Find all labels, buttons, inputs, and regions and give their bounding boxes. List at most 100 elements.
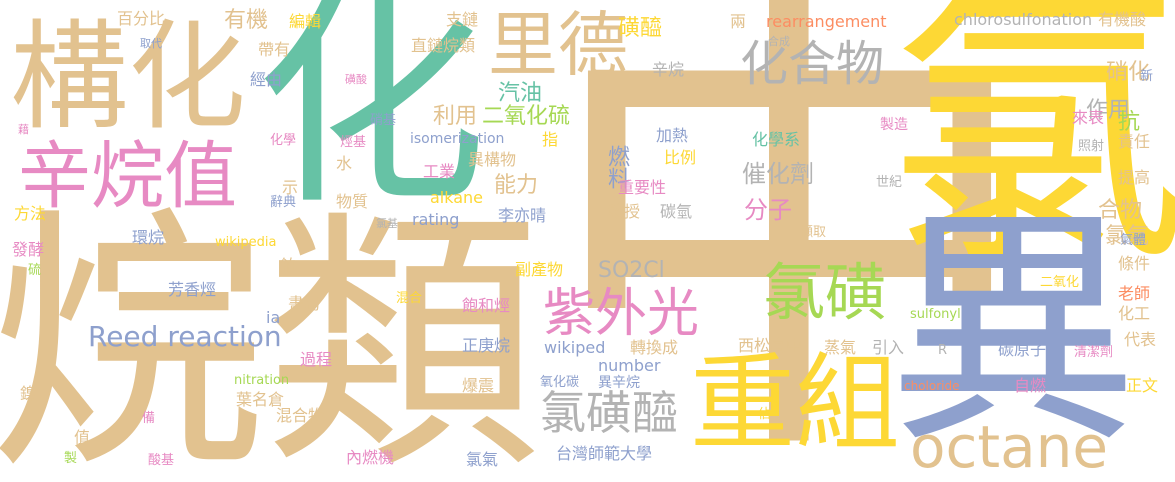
word-water: 水 [336,154,353,173]
word-you-ji: 有機 [224,8,269,33]
word-heptane: 正庚烷 [462,336,511,355]
word-responsibility: 責任 [1118,132,1151,151]
word-mixture: 混合物 [276,406,325,425]
word-increase: 提高 [1118,168,1151,187]
word-isomerization: isomerization [410,131,505,147]
word-dioxide: 二氧化 [1040,275,1080,290]
word-sulfuryl-chloride: 氯磺醯 [540,386,678,440]
word-sulfonyl: sulfonyl [910,307,961,322]
word-zhi: 製 [64,451,78,466]
word-octane-value: 辛烷值 [18,134,237,219]
word-chlorosulfonation: chlorosulfonation [954,10,1093,29]
word-substitute: 取代 [140,37,162,50]
word-li-yong: 利用 [433,104,478,129]
word-reed-reaction: Reed reaction [88,320,282,353]
word-effect: 作用 [1086,98,1131,123]
word-so2cl: SO2Cl [598,258,665,283]
word-bookstore: 書局 [288,294,321,313]
word-substance: 物質 [336,192,369,211]
word-reforming: 重組 [690,343,901,465]
word-branch: 支鏈 [446,10,479,29]
word-percentage: 百分比 [117,9,166,28]
word-convert: 轉換成 [630,338,679,357]
word-so2: 二氧化硫 [482,104,571,129]
word-rating: rating [412,210,460,229]
word-dai-biao: 代表 [1124,330,1157,349]
word-wikipedia: wikipedia [215,235,277,250]
word-via: 經由 [250,70,283,89]
word-yi: 異 [888,185,1138,476]
word-wan-lei: 烷類 [0,185,540,482]
word-importance: 重要性 [618,178,667,197]
word-school: 西松高中 [738,336,803,355]
word-knock: 爆震 [462,376,495,395]
word-kang: 抗 [1118,110,1141,135]
word-huang-xi: 磺醯 [618,16,663,41]
word-ntnu: 台灣師範大學 [556,444,653,463]
word-ability: 能力 [494,173,539,198]
word-synthesis: 合成 [768,35,790,48]
word-linear-alkanes: 直鏈烷類 [411,36,476,55]
word-detergent: 清潔劑 [1074,345,1114,360]
word-platinum: 鉑 [280,256,297,275]
word-byproduct: 副產物 [515,260,564,279]
word-represent: 來表 [1072,108,1105,127]
word-aromatic: 芳香烴 [168,280,217,299]
word-manufacture: 製造 [880,117,908,133]
word-irradiation: 照射 [1078,139,1105,154]
word-nitration: nitration [234,373,290,388]
word-wikiped: wikiped [544,338,606,357]
word-introduce: 引入 [872,338,905,357]
word-nickel: 鎳 [20,384,37,403]
word-uv-light: 紫外光 [543,284,700,344]
word-dai-you: 帶有 [258,40,291,59]
word-compound: 化合物 [740,36,885,92]
word-isooctane: 異辛烷 [598,375,640,391]
word-chloro-group: 氯基 [376,217,398,230]
word-choloride: choloride [904,379,960,393]
word-ferment: 發酵 [12,240,45,259]
word-occupy: 佔 [758,407,772,422]
word-heating: 加熱 [656,126,689,145]
word-isomer: 異構物 [468,150,517,169]
word-dictionary: 辭典 [270,195,297,210]
word-vapor: 蒸氣 [824,338,857,357]
word-alkane: alkane [430,188,484,207]
word-ic-engine: 內燃機 [346,448,395,467]
word-hydrocarbyl: 烴基 [340,135,367,150]
word-professor: 教授 [608,202,641,221]
word-carbon-oxide: 氧化碳 [540,375,580,390]
word-zhong: 中 [540,0,1040,482]
word-acid-group: 酸基 [148,453,175,468]
word-chem-eng: 化工 [1118,304,1151,323]
word-sulfonic-acid: 磺酸 [345,73,367,86]
word-condition: 條件 [1118,254,1151,273]
word-new: 新 [1140,69,1154,84]
word-edit: 編輯 [289,12,322,31]
word-organic-acid: 有機酸 [1098,10,1147,29]
word-hydrocarbon: 碳氫 [660,202,693,221]
word-fuel: 燃料 [604,145,629,189]
word-person-li: 李亦晴 [498,206,547,225]
word-carbon-atom: 碳原子 [998,340,1047,359]
word-he-wu: 合物 [1098,198,1143,223]
word-ratio: 比例 [664,148,697,167]
word-octane-cn: 辛烷 [652,60,685,79]
word-catalyst: 催化劑 [742,160,814,188]
word-process: 過程 [300,350,333,369]
word-refers: 指 [542,130,559,149]
word-molecule: 分子 [744,196,792,224]
word-gas: 氣體 [1120,233,1147,248]
word-person-ye: 葉名倉 [236,390,285,409]
word-lu-huang: 氯磺 [763,256,888,329]
word-nitro: 硝基 [370,113,397,128]
word-saturated: 飽和烴 [462,296,511,315]
word-mix: 混合 [396,291,423,306]
word-sulfur: 硫 [28,263,42,278]
word-industry: 工業 [423,162,456,181]
word-cycloalkane: 環烷 [132,228,165,247]
word-two: 兩 [730,12,747,31]
word-gasoline: 汽油 [498,81,543,106]
word-lu: 氯 [888,0,1175,306]
